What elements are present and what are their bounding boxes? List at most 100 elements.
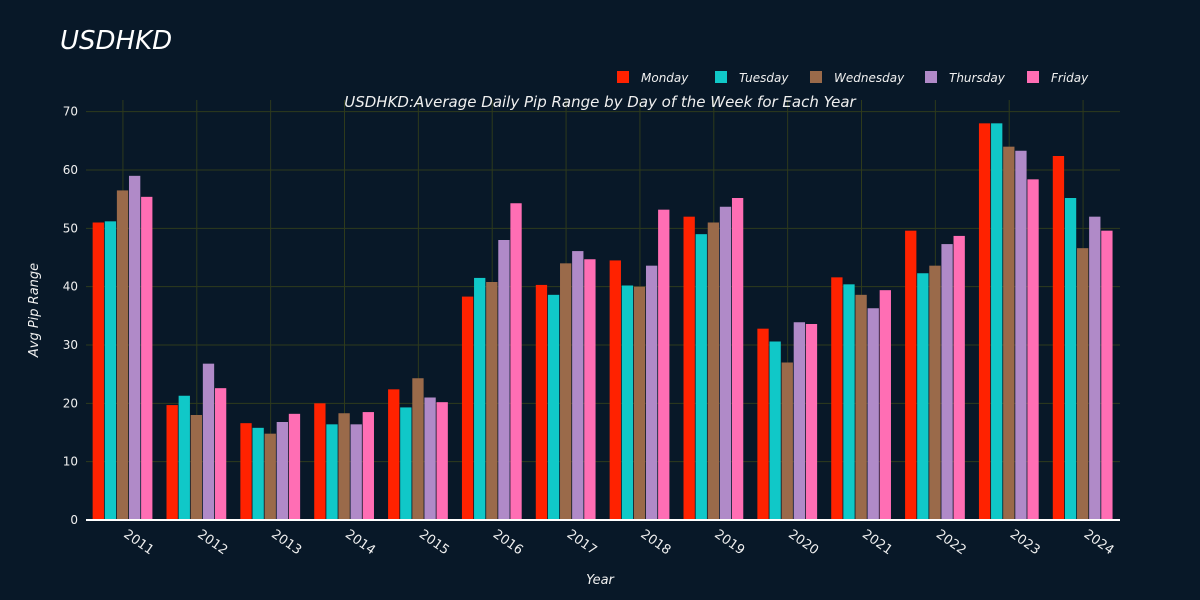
bar-wednesday-2023 (1003, 146, 1015, 520)
legend-label: Wednesday (834, 71, 905, 85)
bar-friday-2016 (510, 203, 522, 520)
legend-swatch (925, 71, 937, 83)
x-tick-label: 2019 (711, 527, 747, 558)
x-tick-label: 2023 (1007, 527, 1043, 558)
bar-wednesday-2016 (486, 282, 498, 520)
bar-wednesday-2021 (855, 294, 867, 520)
bar-friday-2023 (1027, 179, 1039, 521)
bar-wednesday-2017 (560, 263, 572, 520)
bar-wednesday-2024 (1077, 248, 1089, 520)
legend-swatch (617, 71, 629, 83)
bar-thursday-2017 (572, 251, 584, 521)
bar-monday-2021 (831, 277, 843, 520)
x-tick-label: 2022 (933, 527, 969, 558)
legend-item-tuesday[interactable]: Tuesday (715, 71, 789, 85)
bar-thursday-2013 (276, 422, 289, 520)
bar-monday-2013 (240, 423, 252, 520)
bar-tuesday-2024 (1064, 198, 1077, 520)
y-tick-label: 10 (63, 455, 78, 469)
y-tick-label: 40 (63, 280, 78, 294)
bar-monday-2024 (1052, 156, 1065, 520)
bar-wednesday-2022 (929, 265, 941, 520)
y-axis-label: Avg Pip Range (27, 263, 42, 358)
bar-thursday-2019 (719, 206, 732, 520)
legend-label: Thursday (949, 71, 1006, 85)
bar-friday-2024 (1101, 230, 1113, 520)
bar-friday-2017 (584, 259, 596, 520)
bar-friday-2022 (953, 235, 965, 520)
bar-thursday-2020 (793, 322, 806, 520)
x-tick-label: 2020 (785, 527, 821, 558)
legend-swatch (1027, 71, 1039, 83)
bar-friday-2018 (658, 209, 670, 520)
bar-tuesday-2017 (547, 294, 560, 520)
legend: Monday Tuesday Wednesday Thursday Friday (617, 71, 1089, 85)
legend-item-wednesday[interactable]: Wednesday (810, 71, 905, 85)
bar-tuesday-2016 (474, 277, 486, 520)
bar-monday-2018 (609, 260, 621, 520)
legend-swatch (810, 71, 822, 83)
x-tick-label: 2024 (1081, 527, 1117, 558)
x-axis-label: Year (586, 573, 615, 588)
bar-monday-2011 (92, 222, 104, 520)
bar-tuesday-2012 (178, 395, 190, 520)
bar-wednesday-2011 (116, 190, 129, 520)
bar-tuesday-2018 (621, 285, 634, 520)
bar-thursday-2018 (645, 265, 658, 520)
x-tick-label: 2021 (859, 527, 895, 558)
bar-wednesday-2013 (264, 433, 276, 520)
page-title: USDHKD (60, 26, 173, 56)
bar-thursday-2016 (498, 240, 510, 520)
x-tick-label: 2015 (416, 527, 452, 558)
legend-item-monday[interactable]: Monday (617, 71, 689, 85)
y-tick-label: 0 (70, 513, 78, 527)
legend-item-friday[interactable]: Friday (1027, 71, 1089, 85)
bar-monday-2015 (388, 389, 400, 520)
bar-friday-2011 (141, 196, 153, 521)
bar-thursday-2015 (424, 397, 436, 520)
legend-item-thursday[interactable]: Thursday (925, 71, 1006, 85)
x-tick-label: 2012 (194, 527, 230, 558)
bar-tuesday-2020 (769, 341, 781, 520)
bar-friday-2020 (805, 324, 818, 520)
bar-tuesday-2021 (843, 284, 855, 520)
bar-monday-2020 (757, 328, 769, 520)
x-tick-label: 2011 (121, 527, 157, 558)
bar-tuesday-2011 (104, 221, 117, 521)
legend-label: Friday (1051, 71, 1089, 85)
bar-friday-2015 (436, 402, 448, 520)
bar-monday-2014 (314, 403, 326, 520)
bar-wednesday-2018 (633, 286, 646, 520)
bar-thursday-2023 (1015, 150, 1027, 520)
bar-wednesday-2019 (707, 222, 720, 520)
legend-label: Monday (641, 71, 689, 85)
bar-friday-2012 (214, 388, 227, 520)
bar-friday-2019 (731, 198, 744, 520)
bar-monday-2017 (535, 284, 548, 520)
bar-thursday-2021 (867, 308, 879, 520)
bar-wednesday-2015 (412, 378, 424, 520)
x-tick-label: 2016 (490, 527, 526, 558)
bar-friday-2014 (362, 412, 374, 520)
y-tick-label: 60 (63, 163, 78, 177)
bar-tuesday-2015 (400, 407, 412, 520)
bar-thursday-2011 (128, 175, 141, 521)
bar-monday-2022 (905, 230, 917, 520)
bar-monday-2019 (683, 216, 695, 520)
bar-thursday-2012 (202, 363, 215, 520)
bar-wednesday-2020 (781, 362, 793, 520)
y-tick-label: 30 (63, 338, 78, 352)
bar-tuesday-2014 (326, 424, 338, 520)
y-tick-label: 70 (63, 105, 78, 119)
x-tick-label: 2017 (564, 527, 600, 558)
bar-tuesday-2019 (695, 234, 707, 520)
x-tick-label: 2018 (638, 527, 674, 558)
bar-tuesday-2013 (252, 427, 264, 520)
bar-wednesday-2014 (338, 413, 350, 520)
bar-tuesday-2023 (991, 123, 1003, 520)
legend-label: Tuesday (739, 71, 789, 85)
bar-monday-2023 (978, 123, 991, 520)
x-tick-label: 2014 (342, 527, 378, 558)
y-tick-label: 50 (63, 221, 78, 235)
legend-swatch (715, 71, 727, 83)
